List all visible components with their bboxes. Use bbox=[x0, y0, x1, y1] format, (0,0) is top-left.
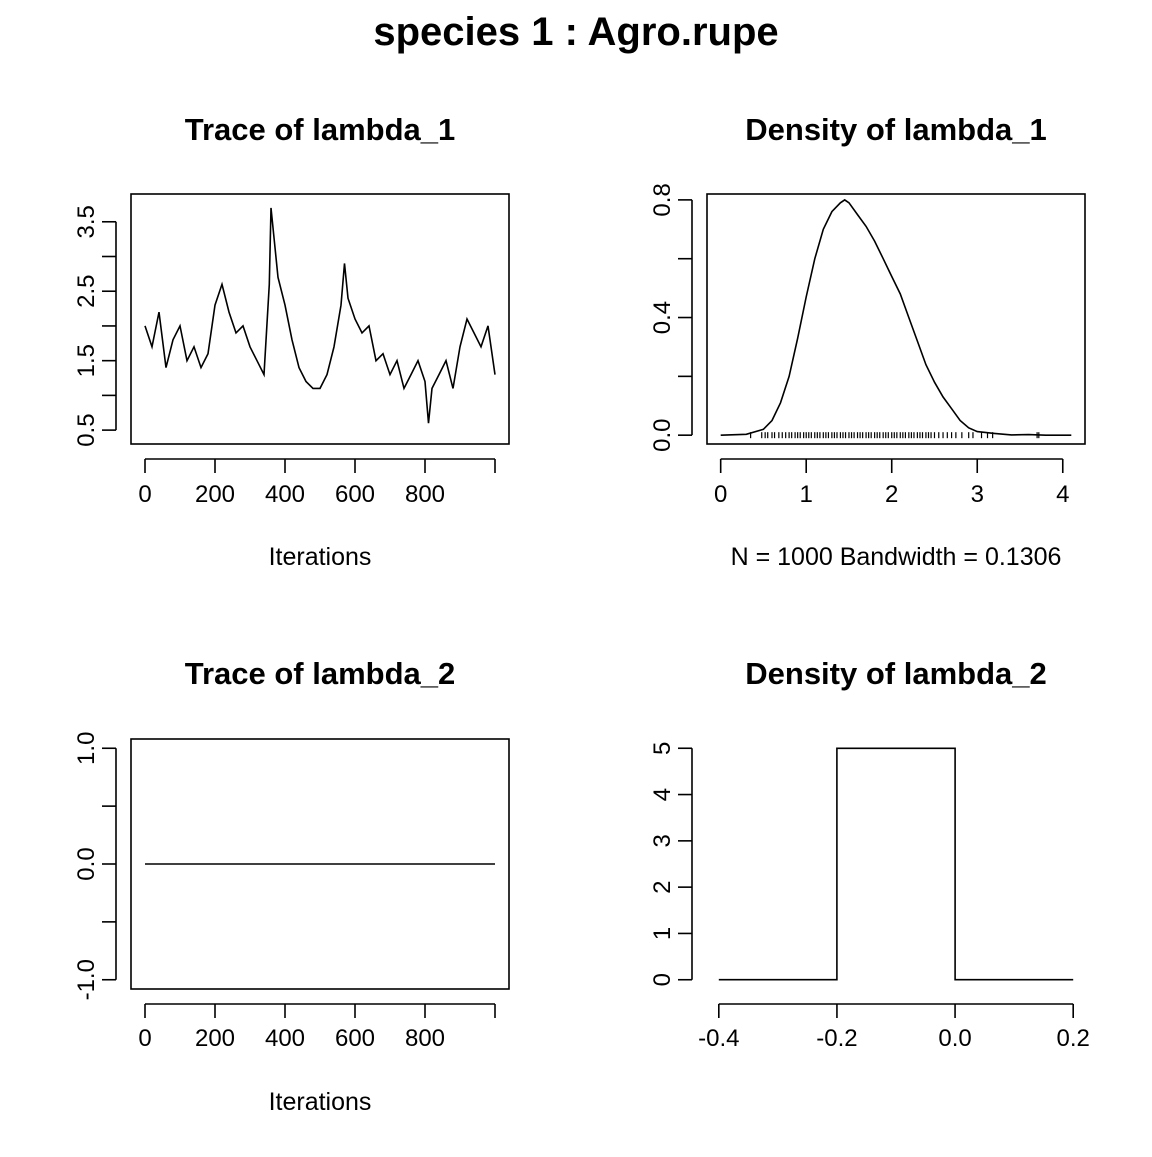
panel-3-x-tick-label: 800 bbox=[405, 1025, 445, 1052]
panel-1-title: Trace of lambda_1 bbox=[185, 112, 456, 147]
panel-1-y-tick-label: 3.5 bbox=[73, 205, 100, 238]
panel-3-title: Trace of lambda_2 bbox=[185, 656, 456, 691]
panel-4-x-tick-label: 0.0 bbox=[938, 1025, 971, 1052]
panel-4-y-tick-label: 3 bbox=[649, 834, 676, 847]
panel-1-x-tick-label: 600 bbox=[335, 481, 375, 508]
panel-4-x-tick-label: -0.2 bbox=[816, 1025, 857, 1052]
figure-title: species 1 : Agro.rupe bbox=[373, 10, 778, 54]
panel-3-plot-frame bbox=[130, 738, 510, 990]
panel-2-x-tick-label: 2 bbox=[885, 481, 898, 508]
panel-4-y-tick-label: 1 bbox=[649, 927, 676, 940]
panel-3-x-axis-label: Iterations bbox=[269, 1088, 372, 1116]
panel-1-x-axis-label: Iterations bbox=[269, 543, 372, 571]
panel-4-y-tick-label: 0 bbox=[649, 973, 676, 986]
panel-1-y-tick-label: 2.5 bbox=[73, 275, 100, 308]
panel-3-y-tick-label: -1.0 bbox=[73, 959, 100, 1000]
panel-1-x-tick-label: 800 bbox=[405, 481, 445, 508]
panel-4-y-tick-label: 2 bbox=[649, 880, 676, 893]
panel-2-y-tick-label: 0.4 bbox=[649, 301, 676, 334]
panel-3-y-tick-label: 1.0 bbox=[73, 732, 100, 765]
panel-2-title: Density of lambda_1 bbox=[745, 112, 1046, 147]
panel-2-y-tick-label: 0.0 bbox=[649, 418, 676, 451]
panel-2-series-line bbox=[720, 198, 1072, 437]
panel-4-series-line bbox=[718, 747, 1074, 981]
panel-2-x-axis-label: N = 1000 Bandwidth = 0.1306 bbox=[731, 543, 1062, 571]
panel-1-plot-frame bbox=[130, 193, 510, 445]
panel-1-y-tick-label: 1.5 bbox=[73, 344, 100, 377]
panel-1-x-tick-label: 200 bbox=[195, 481, 235, 508]
panel-3-x-tick-label: 400 bbox=[265, 1025, 305, 1052]
panel-1-y-tick-label: 0.5 bbox=[73, 413, 100, 446]
panel-2-x-tick-label: 1 bbox=[800, 481, 813, 508]
panel-2-x-tick-label: 4 bbox=[1056, 481, 1069, 508]
panel-4-y-tick-label: 4 bbox=[649, 788, 676, 801]
panel-1-x-tick-label: 0 bbox=[138, 481, 151, 508]
panel-3-x-tick-label: 200 bbox=[195, 1025, 235, 1052]
panel-4-y-tick-label: 5 bbox=[649, 742, 676, 755]
panel-2-plot-frame bbox=[706, 193, 1086, 445]
panel-4-x-tick-label: 0.2 bbox=[1057, 1025, 1090, 1052]
panel-2-x-tick-label: 3 bbox=[971, 481, 984, 508]
panel-4-title: Density of lambda_2 bbox=[745, 656, 1046, 691]
panel-1-x-tick-label: 400 bbox=[265, 481, 305, 508]
panel-2-x-tick-label: 0 bbox=[714, 481, 727, 508]
panel-3-x-tick-label: 0 bbox=[138, 1025, 151, 1052]
panel-3-y-tick-label: 0.0 bbox=[73, 847, 100, 880]
panel-3-x-tick-label: 600 bbox=[335, 1025, 375, 1052]
panel-2-y-tick-label: 0.8 bbox=[649, 183, 676, 216]
panel-1-series-line bbox=[144, 207, 496, 424]
panel-4-x-tick-label: -0.4 bbox=[698, 1025, 739, 1052]
